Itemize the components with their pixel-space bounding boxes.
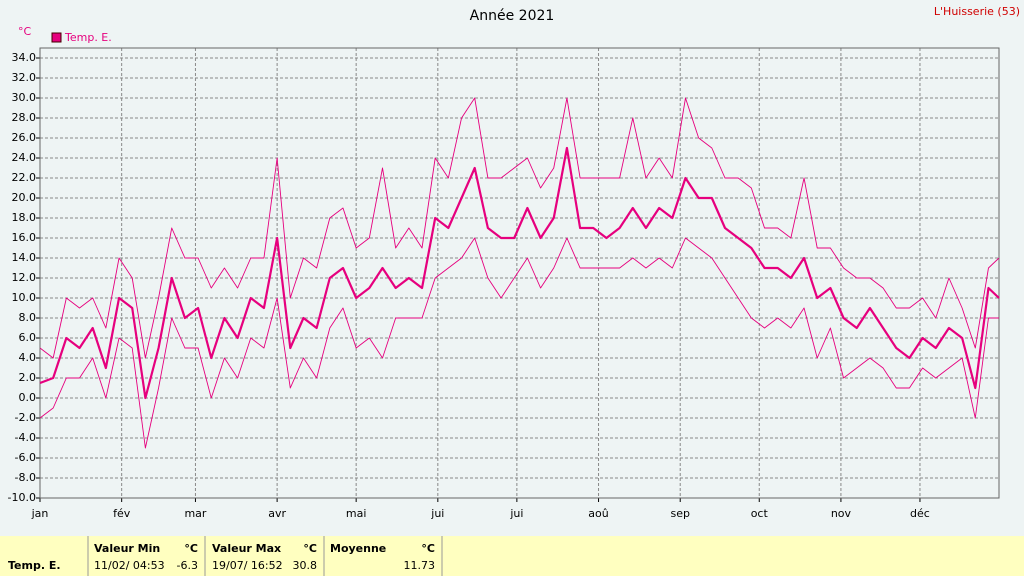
stat-unit: °C xyxy=(303,542,317,555)
plot-frame xyxy=(39,47,1000,499)
y-tick-label: 6.0 xyxy=(19,331,37,344)
y-tick-label: 0.0 xyxy=(19,391,37,404)
y-tick-label: -2.0 xyxy=(15,411,36,424)
legend-label: Temp. E. xyxy=(64,31,112,44)
stat-title: Valeur Min xyxy=(94,542,160,555)
x-tick-label: fév xyxy=(113,507,131,520)
y-tick-label: 32.0 xyxy=(12,71,37,84)
series-line xyxy=(39,146,1000,400)
x-tick-label: mar xyxy=(184,507,206,520)
station: L'Huisserie (53) xyxy=(934,5,1020,18)
x-tick-label: nov xyxy=(831,507,852,520)
stat-value: -6.3 xyxy=(177,559,198,572)
y-tick-label: 4.0 xyxy=(19,351,37,364)
stat-date: 19/07/ 16:52 xyxy=(212,559,283,572)
series-line xyxy=(39,97,1000,359)
y-tick-label: 8.0 xyxy=(19,311,37,324)
y-tick-label: 22.0 xyxy=(12,171,37,184)
y-tick-label: 18.0 xyxy=(12,211,37,224)
stat-value: 11.73 xyxy=(404,559,436,572)
x-tick-label: avr xyxy=(268,507,286,520)
y-tick-label: -8.0 xyxy=(15,471,36,484)
y-tick-label: -6.0 xyxy=(15,451,36,464)
y-tick-label: 14.0 xyxy=(12,251,37,264)
x-tick-label: aoû xyxy=(588,507,608,520)
stat-title: Valeur Max xyxy=(212,542,281,555)
y-tick-label: 28.0 xyxy=(12,111,37,124)
stats-panel xyxy=(0,536,1024,576)
x-tick-label: jui xyxy=(430,507,444,520)
y-tick-label: 30.0 xyxy=(12,91,37,104)
y-tick-label: 20.0 xyxy=(12,191,37,204)
y-tick-label: 26.0 xyxy=(12,131,37,144)
series-line xyxy=(39,237,999,449)
legend-swatch xyxy=(51,32,62,43)
x-tick-label: sep xyxy=(670,507,689,520)
y-tick-label: 10.0 xyxy=(12,291,37,304)
stat-date: 11/02/ 04:53 xyxy=(94,559,165,572)
y-tick-label: -4.0 xyxy=(15,431,36,444)
stat-title: Moyenne xyxy=(330,542,386,555)
y-tick-label: -10.0 xyxy=(8,491,36,504)
stat-value: 30.8 xyxy=(293,559,318,572)
x-tick-label: mai xyxy=(346,507,367,520)
x-tick-label: jui xyxy=(509,507,523,520)
x-tick-label: déc xyxy=(910,507,930,520)
y-tick-label: 34.0 xyxy=(12,51,37,64)
x-tick-label: jan xyxy=(31,507,49,520)
stat-unit: °C xyxy=(421,542,435,555)
y-tick-label: 16.0 xyxy=(12,231,37,244)
x-tick-label: oct xyxy=(751,507,769,520)
stats-label: Temp. E. xyxy=(8,559,61,572)
stat-unit: °C xyxy=(184,542,198,555)
plot-area xyxy=(40,48,999,498)
y-tick-label: 12.0 xyxy=(12,271,37,284)
y-tick-label: 24.0 xyxy=(12,151,37,164)
chart-title: Année 2021 xyxy=(470,8,555,24)
y-unit: °C xyxy=(18,25,32,38)
y-tick-label: 2.0 xyxy=(19,371,37,384)
